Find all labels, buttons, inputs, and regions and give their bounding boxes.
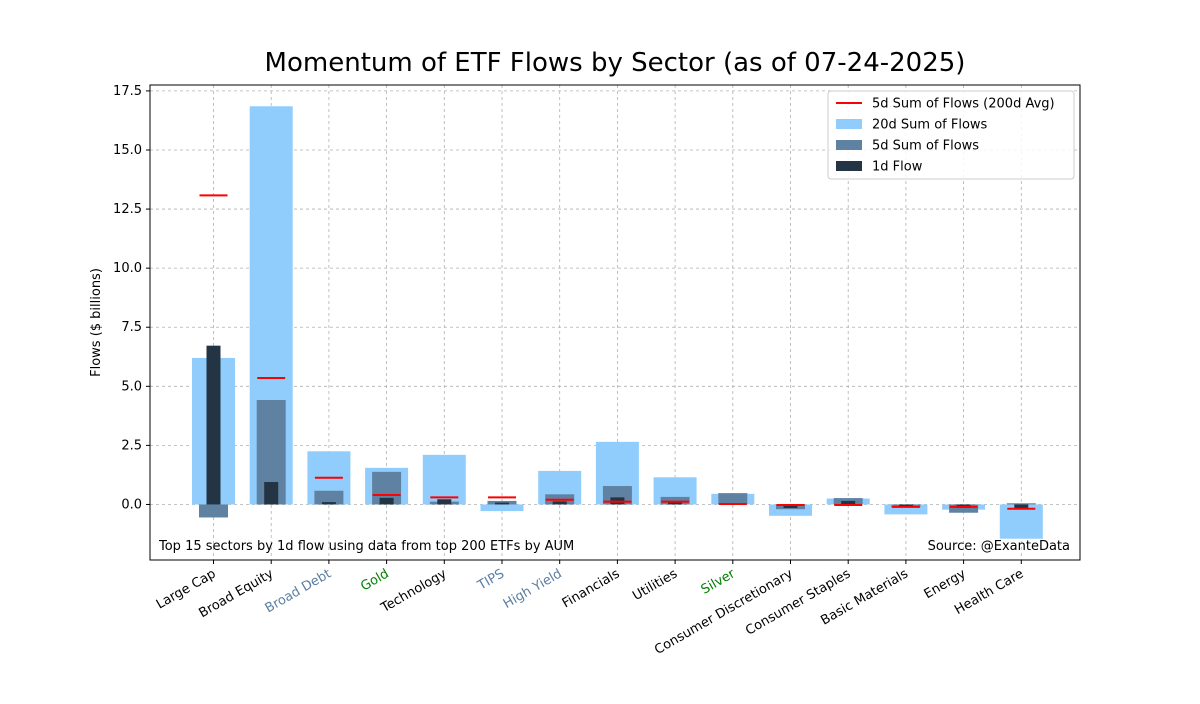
legend-label: 5d Sum of Flows <box>872 139 979 154</box>
y-tick-label: 2.5 <box>121 438 142 453</box>
footnote-right: Source: @ExanteData <box>928 539 1070 554</box>
bar-1d-flow <box>1014 504 1029 509</box>
bar-5d-sum <box>314 490 344 505</box>
legend-swatch <box>836 140 862 150</box>
x-tick-label: Broad Debt <box>263 566 334 616</box>
bar-1d-flow <box>495 502 509 505</box>
bar-1d-flow <box>841 500 856 505</box>
bar-1d-flow <box>437 499 452 505</box>
bar-1d-flow <box>321 502 336 505</box>
x-tick-label: Energy <box>922 566 969 602</box>
bar-1d-flow <box>379 497 394 505</box>
footnote-left: Top 15 sectors by 1d flow using data fro… <box>158 539 574 554</box>
axes-frame <box>149 84 1081 561</box>
bar-1d-flow <box>552 501 567 505</box>
x-tick-label: Technology <box>378 566 450 616</box>
legend-box <box>827 90 1075 180</box>
bar-1d-flow <box>206 345 221 505</box>
bar-20d-sum <box>769 504 812 516</box>
bar-5d-sum <box>199 504 228 518</box>
bar-5d-sum <box>602 486 632 505</box>
bar-5d-sum <box>718 493 748 505</box>
x-tick-label: Gold <box>358 566 391 594</box>
y-tick-label: 10.0 <box>113 261 142 276</box>
legend-swatch <box>836 161 862 171</box>
bar-1d-flow <box>783 504 798 509</box>
bar-1d-flow <box>898 504 913 507</box>
x-tick-label: Consumer Staples <box>743 566 853 638</box>
x-tick-label: TIPS <box>474 566 507 593</box>
y-tick-label: 15.0 <box>113 143 142 158</box>
y-tick-label: 5.0 <box>121 379 142 394</box>
y-tick-label: 7.5 <box>121 320 142 335</box>
bar-5d-sum <box>949 504 979 513</box>
y-tick-label: 0.0 <box>121 497 142 512</box>
legend-label: 1d Flow <box>872 160 923 175</box>
x-tick-label: Silver <box>699 566 739 598</box>
chart-title: Momentum of ETF Flows by Sector (as of 0… <box>264 48 966 78</box>
bar-20d-sum <box>422 454 466 505</box>
y-axis-label: Flows ($ billions) <box>89 268 104 377</box>
bar-1d-flow <box>264 482 279 505</box>
y-tick-label: 17.5 <box>113 84 142 99</box>
x-tick-label: Financials <box>560 566 623 611</box>
x-tick-label: High Yield <box>501 566 565 611</box>
bar-20d-sum <box>884 504 928 515</box>
x-tick-label: Utilities <box>630 566 680 604</box>
y-tick-label: 12.5 <box>113 202 142 217</box>
legend-label: 20d Sum of Flows <box>872 118 988 133</box>
bar-20d-sum <box>999 504 1043 539</box>
legend-swatch <box>836 119 862 129</box>
bar-20d-sum <box>480 504 524 512</box>
bar-1d-flow <box>668 502 683 505</box>
bar-5d-sum <box>1006 503 1036 505</box>
legend-label: 5d Sum of Flows (200d Avg) <box>872 97 1055 112</box>
